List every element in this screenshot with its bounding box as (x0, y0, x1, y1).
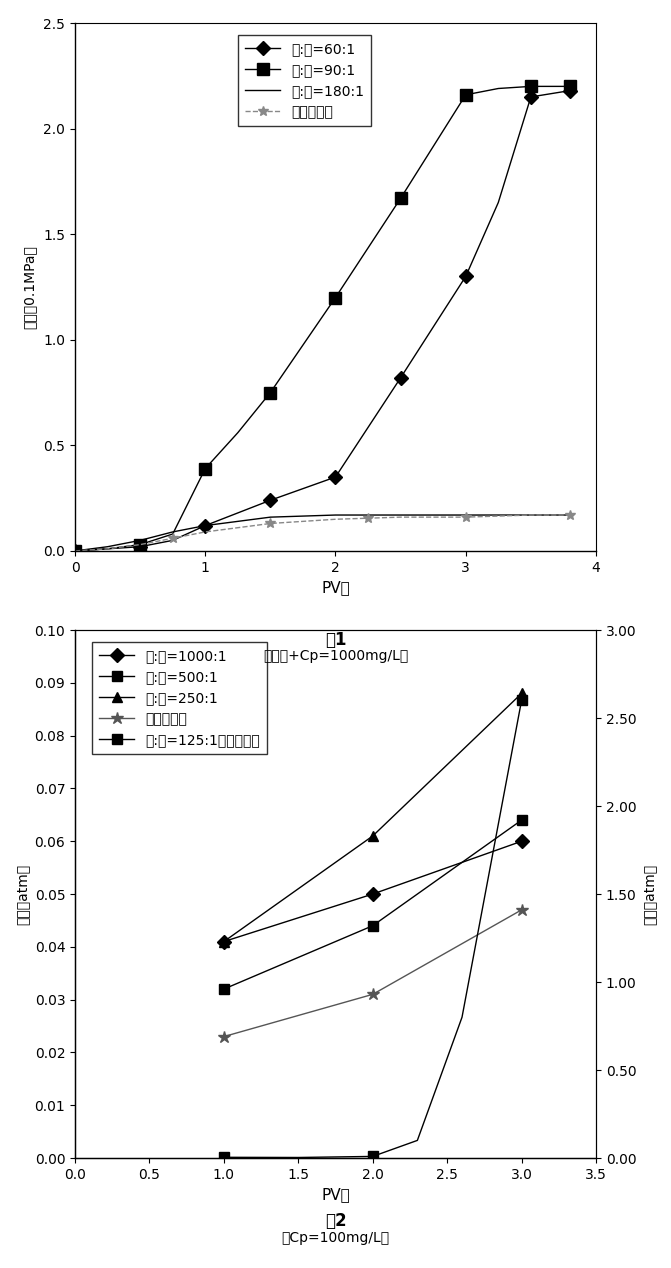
Legend: 聚:铬=60:1, 聚:铬=90:1, 聚:铬=180:1, 聚合物溶液: 聚:铬=60:1, 聚:铬=90:1, 聚:铬=180:1, 聚合物溶液 (238, 36, 371, 126)
聚:铬=90:1 (136, 536, 144, 552)
聚:铬=250:1 (220, 935, 228, 950)
聚:铬=250:1 (368, 828, 376, 843)
聚合物溶液 (168, 530, 176, 545)
聚:铬=60:1 (331, 469, 340, 484)
聚:铬=90:1 (566, 79, 574, 94)
聚:铬=125:1（次坐标） (458, 1009, 466, 1025)
聚:铬=1000:1 (368, 886, 376, 902)
Line: 聚合物溶液: 聚合物溶液 (168, 510, 575, 543)
聚:铬=60:1 (462, 269, 470, 284)
Line: 聚:铬=125:1（次坐标）: 聚:铬=125:1（次坐标） (219, 696, 527, 1163)
聚:铬=250:1 (517, 686, 525, 701)
聚:铬=60:1 (566, 82, 574, 98)
聚:铬=90:1 (331, 290, 340, 306)
聚:铬=60:1 (201, 519, 209, 534)
聚:铬=90:1 (201, 462, 209, 477)
聚:铬=500:1 (368, 918, 376, 933)
聚合物溶液 (368, 987, 376, 1002)
Y-axis label: 压力（atm）: 压力（atm） (15, 864, 29, 924)
Line: 聚:铬=60:1: 聚:铬=60:1 (70, 86, 575, 555)
聚:铬=500:1 (517, 813, 525, 828)
Line: 聚:铬=500:1: 聚:铬=500:1 (219, 815, 527, 994)
聚:铬=125:1（次坐标） (517, 692, 525, 708)
聚合物溶液 (566, 507, 574, 522)
聚:铬=60:1 (266, 493, 274, 508)
聚:铬=125:1（次坐标） (413, 1132, 421, 1148)
聚:铬=1000:1 (517, 833, 525, 848)
聚合物溶液 (364, 511, 372, 526)
聚:铬=90:1 (71, 543, 79, 558)
X-axis label: PV数: PV数 (321, 581, 350, 595)
Line: 聚:铬=90:1: 聚:铬=90:1 (70, 81, 576, 557)
Text: 图2: 图2 (325, 1212, 346, 1230)
聚合物溶液 (220, 1028, 228, 1044)
聚:铬=90:1 (266, 385, 274, 401)
聚:铬=125:1（次坐标） (368, 1149, 376, 1164)
聚:铬=125:1（次坐标） (220, 1150, 228, 1165)
聚:铬=60:1 (71, 543, 79, 558)
聚:铬=125:1（次坐标） (295, 1150, 303, 1165)
聚:铬=90:1 (462, 87, 470, 103)
聚合物溶液 (462, 510, 470, 525)
Text: （污水+Cp=1000mg/L）: （污水+Cp=1000mg/L） (263, 649, 408, 663)
Line: 聚:铬=1000:1: 聚:铬=1000:1 (219, 837, 527, 946)
聚:铬=60:1 (136, 539, 144, 554)
聚:铬=90:1 (527, 79, 535, 94)
聚:铬=60:1 (397, 370, 405, 385)
X-axis label: PV数: PV数 (321, 1187, 350, 1202)
Text: （Cp=100mg/L）: （Cp=100mg/L） (281, 1231, 390, 1245)
Line: 聚:铬=250:1: 聚:铬=250:1 (219, 689, 527, 946)
聚:铬=60:1 (527, 89, 535, 104)
聚:铬=500:1 (220, 981, 228, 997)
聚合物溶液 (517, 903, 525, 918)
Text: 图1: 图1 (325, 631, 346, 649)
聚:铬=90:1 (397, 190, 405, 205)
聚:铬=1000:1 (220, 935, 228, 950)
聚合物溶液 (266, 516, 274, 531)
Y-axis label: 压力（0.1MPa）: 压力（0.1MPa） (22, 245, 36, 328)
Legend: 聚:铬=1000:1, 聚:铬=500:1, 聚:铬=250:1, 聚合物溶液, 聚:铬=125:1（次坐标）: 聚:铬=1000:1, 聚:铬=500:1, 聚:铬=250:1, 聚合物溶液,… (93, 643, 267, 754)
Y-axis label: 压力（atm）: 压力（atm） (642, 864, 656, 924)
Line: 聚合物溶液: 聚合物溶液 (217, 904, 528, 1042)
